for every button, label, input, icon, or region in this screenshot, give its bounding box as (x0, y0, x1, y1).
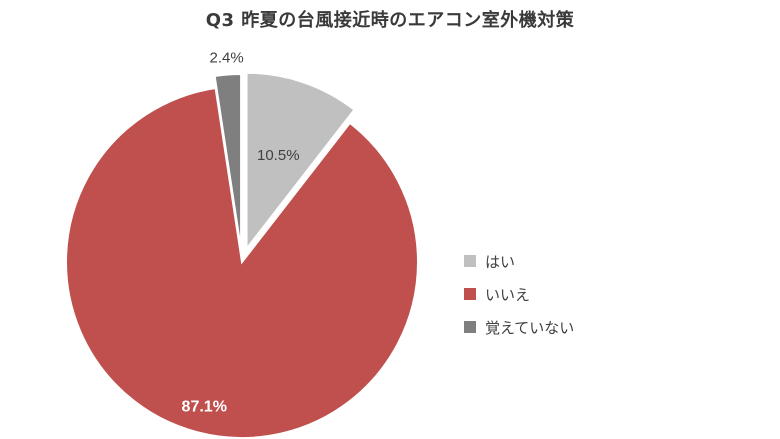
legend-swatch-hai (464, 255, 476, 267)
legend-label-oboeteinai: 覚えていない (485, 318, 575, 337)
legend-swatch-iie (464, 288, 476, 300)
pie-slice-hai (245, 71, 356, 252)
legend-item-iie: いいえ (464, 283, 574, 305)
pie-slice-iie (65, 86, 419, 439)
data-label-hai: 10.5% (257, 147, 300, 164)
legend-item-oboeteinai: 覚えていない (464, 316, 574, 338)
chart-title: Q3 昨夏の台風接近時のエアコン室外機対策 (205, 10, 575, 31)
legend-label-iie: いいえ (485, 285, 531, 304)
legend: はい いいえ 覚えていない (464, 250, 574, 349)
legend-label-hai: はい (485, 252, 516, 271)
data-label-oboeteinai: 2.4% (210, 50, 244, 67)
data-label-iie: 87.1% (182, 398, 227, 415)
legend-swatch-oboeteinai (464, 321, 476, 333)
legend-item-hai: はい (464, 250, 574, 272)
pie-slice-oboeteinai (213, 73, 243, 251)
